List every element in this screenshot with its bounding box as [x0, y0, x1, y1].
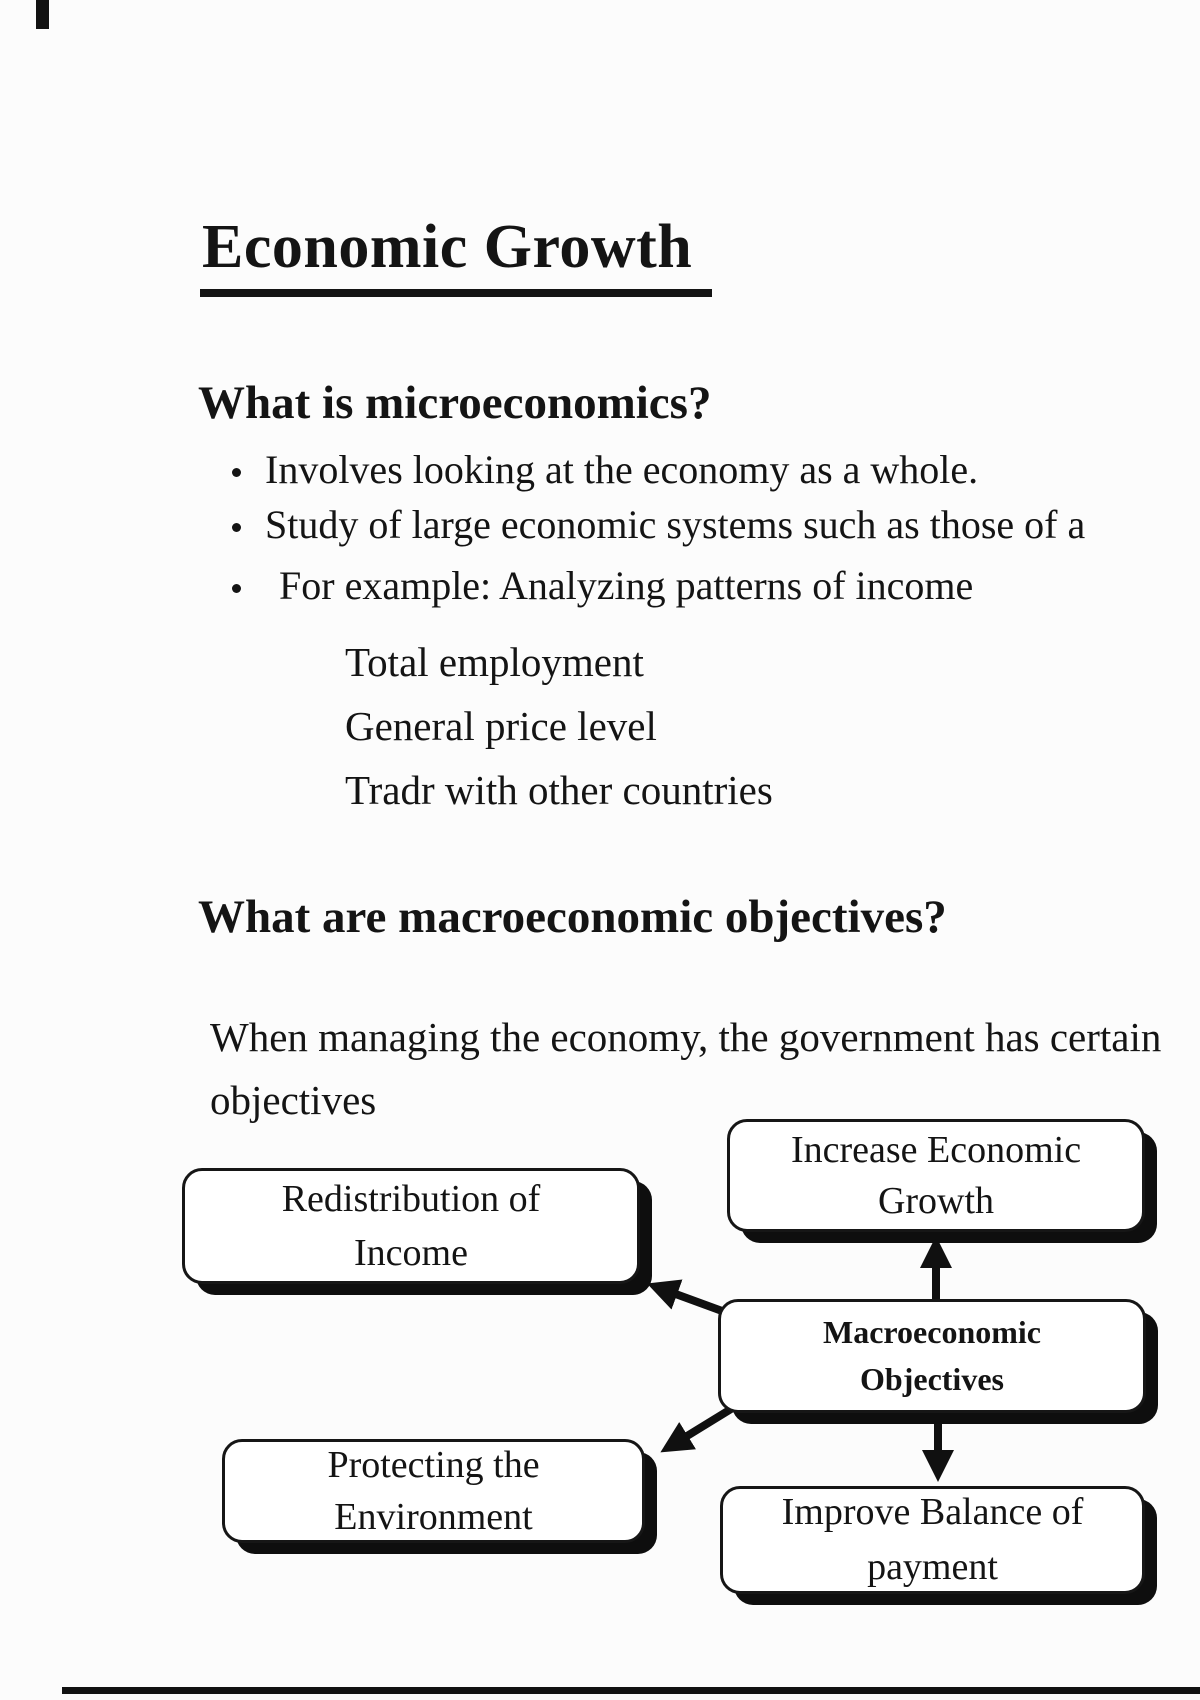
bottom-page-rule [62, 1687, 1200, 1694]
box-text-line: Macroeconomic [823, 1314, 1041, 1350]
macro-section-heading: What are macroeconomic objectives? [198, 891, 947, 943]
box-text-line: Redistribution of [281, 1178, 541, 1220]
bullet-text: Study of large economic systems such as … [265, 502, 1086, 547]
diagram-box-redistribution-of-income: Redistribution of Income [182, 1168, 640, 1284]
diagram-box-increase-economic-growth: Increase Economic Growth [727, 1119, 1145, 1232]
intro-paragraph-line: objectives [210, 1077, 377, 1123]
bullet-item: For example: Analyzing patterns of incom… [232, 562, 973, 609]
intro-paragraph-line: When managing the economy, the governmen… [210, 1014, 1162, 1060]
example-line: Total employment [345, 639, 644, 685]
diagram-box-protecting-the-environment: Protecting the Environment [222, 1439, 645, 1543]
page-title: Economic Growth [200, 212, 713, 297]
intro-paragraph: When managing the economy, the governmen… [210, 1006, 1161, 1132]
scan-artifact-mark [36, 0, 49, 29]
diagram-box-improve-balance-of-payment: Improve Balance of payment [720, 1486, 1145, 1594]
bullet-dot-icon [232, 584, 241, 593]
diagram-box-macroeconomic-objectives: Macroeconomic Objectives [718, 1299, 1146, 1413]
bullet-dot-icon [232, 523, 241, 532]
micro-section-heading: What is microeconomics? [198, 377, 712, 429]
box-text-line: Objectives [860, 1361, 1004, 1397]
box-text-line: Environment [334, 1496, 533, 1538]
bullet-text: Involves looking at the economy as a who… [265, 447, 979, 492]
box-text-line: payment [867, 1546, 998, 1588]
box-text-line: Increase Economic [790, 1128, 1082, 1171]
box-text-line: Improve Balance of [781, 1491, 1084, 1533]
box-text-line: Growth [877, 1179, 995, 1222]
bullet-item: Involves looking at the economy as a who… [232, 446, 978, 493]
example-line: Tradr with other countries [345, 767, 773, 813]
bullet-item: Study of large economic systems such as … [232, 501, 1085, 548]
box-text-line: Protecting the [327, 1444, 540, 1486]
example-list: Total employment General price level Tra… [345, 630, 773, 822]
bullet-dot-icon [232, 468, 241, 477]
example-line: General price level [345, 703, 657, 749]
bullet-text: For example: Analyzing patterns of incom… [279, 563, 974, 608]
box-text-line: Income [354, 1232, 468, 1274]
arrow-down-left-icon [660, 1405, 734, 1453]
